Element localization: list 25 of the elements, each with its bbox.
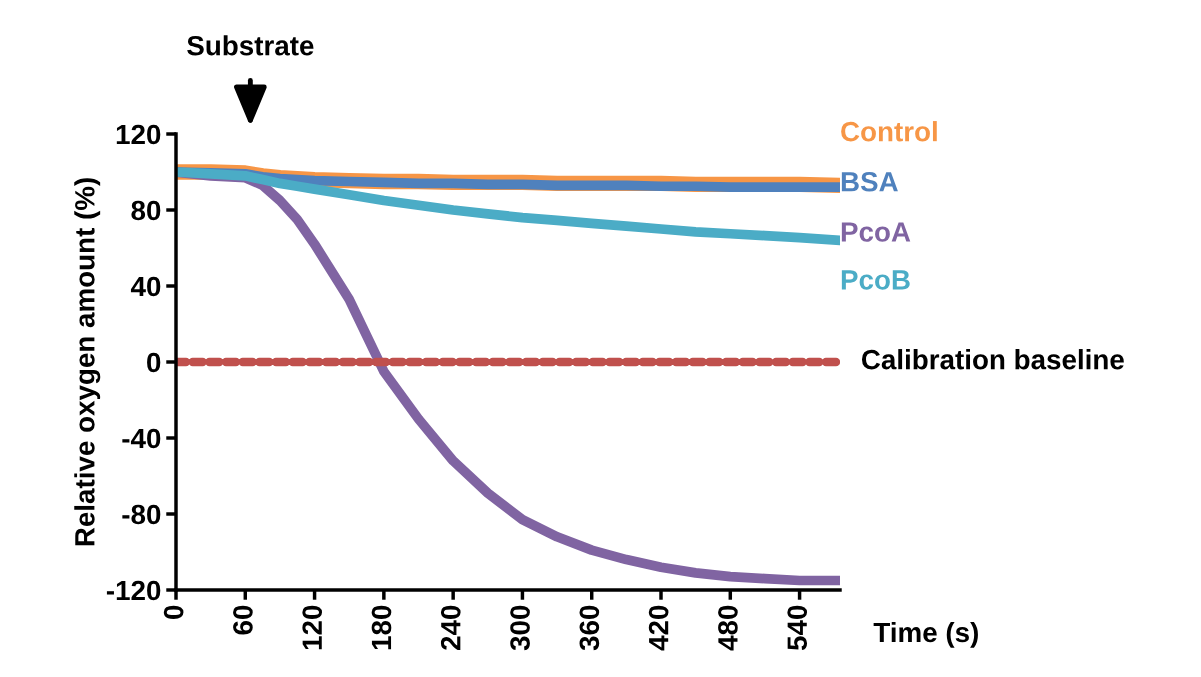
- y-tick-label: -80: [122, 504, 161, 525]
- x-tick-label: 420: [648, 605, 669, 651]
- text: Substrate: [187, 35, 314, 56]
- y-tick-label: 0: [147, 352, 161, 373]
- y-tick-label: 120: [116, 124, 161, 145]
- series-label: Control: [841, 121, 937, 142]
- y-tick-label: 80: [131, 200, 161, 221]
- x-tick-label: 540: [787, 605, 808, 651]
- series-label: Calibration baseline: [861, 349, 1124, 370]
- x-tick-label: 240: [440, 605, 461, 650]
- x-tick-label: 300: [510, 605, 530, 651]
- x-tick-label: 480: [718, 605, 738, 651]
- x-tick-label: 120: [302, 605, 323, 650]
- y-axis-title: Relative oxygen amount (%): [74, 178, 101, 546]
- y-tick-label: 40: [130, 276, 161, 297]
- x-tick-label: 180: [371, 605, 392, 650]
- series-label: PcoB: [841, 270, 910, 290]
- y-tick-label: -40: [122, 428, 161, 449]
- x-tick-label: 0: [163, 605, 184, 619]
- series-label: BSA: [841, 171, 898, 192]
- y-tick-label: -120: [106, 580, 161, 601]
- x-tick-label: 60: [233, 605, 253, 635]
- text: PcoA: [841, 222, 911, 242]
- x-tick-label: 360: [579, 605, 600, 651]
- x-axis-title: Time (s): [873, 621, 978, 648]
